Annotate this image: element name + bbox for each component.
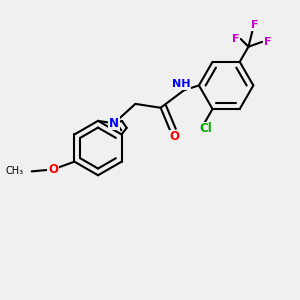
Text: Cl: Cl	[199, 122, 212, 136]
Text: F: F	[264, 37, 272, 47]
Text: N: N	[109, 117, 119, 130]
Text: CH₃: CH₃	[6, 167, 24, 176]
Text: O: O	[48, 163, 58, 176]
Text: F: F	[250, 20, 258, 30]
Text: NH: NH	[172, 80, 190, 89]
Text: F: F	[232, 34, 240, 44]
Text: O: O	[169, 130, 179, 143]
